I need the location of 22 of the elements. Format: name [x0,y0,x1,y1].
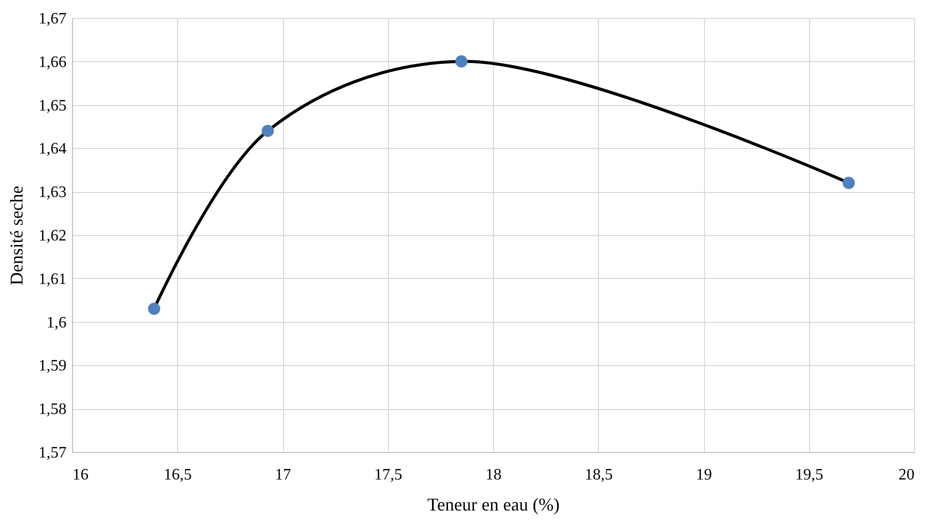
x-axis-title: Teneur en eau (%) [427,494,560,514]
y-tick-label: 1,59 [38,358,66,375]
x-tick-label: 16,5 [164,466,192,484]
y-tick-label: 1,66 [38,54,66,71]
x-tick-label: 19,5 [795,466,824,484]
x-tick-label: 18 [486,466,502,484]
x-tick-label: 17,5 [374,466,402,484]
y-tick-label: 1,65 [38,97,66,114]
y-tick-label: 1,6 [46,314,66,332]
x-tick-label: 18,5 [584,466,613,484]
y-tick-label: 1,63 [38,184,66,202]
x-tick-label: 16 [72,466,88,484]
y-tick-label: 1,62 [38,228,66,244]
y-tick-label: 1,67 [38,10,66,28]
y-tick-label: 1,58 [38,401,66,418]
x-tick-label: 19 [696,466,712,484]
y-axis-title: Densité seche [6,186,26,286]
x-tick-label: 20 [898,466,914,484]
x-tick-label: 17 [275,466,291,484]
y-tick-label: 1,64 [38,140,66,158]
y-tick-label: 1,61 [38,270,66,288]
y-tick-label: 1,57 [38,444,66,462]
